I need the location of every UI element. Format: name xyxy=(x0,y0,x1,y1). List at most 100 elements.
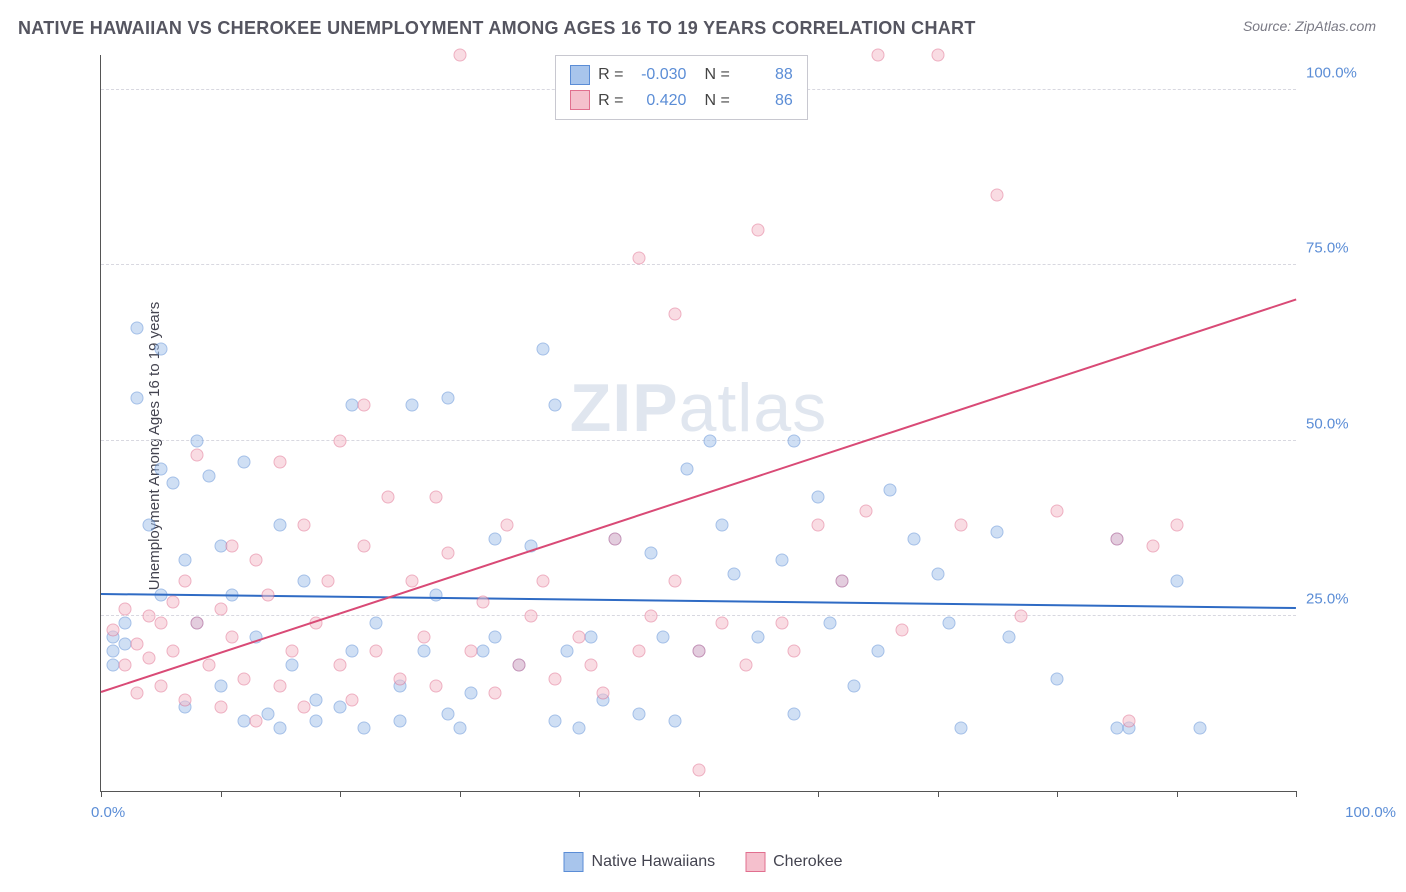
legend-row-hawaiians: R = -0.030 N = 88 xyxy=(570,62,793,88)
marker-cherokee xyxy=(644,609,657,622)
marker-cherokee xyxy=(513,658,526,671)
marker-hawaiians xyxy=(477,644,490,657)
x-tick-mark xyxy=(460,791,461,797)
marker-cherokee xyxy=(142,609,155,622)
marker-cherokee xyxy=(859,504,872,517)
marker-cherokee xyxy=(776,616,789,629)
marker-hawaiians xyxy=(668,714,681,727)
marker-hawaiians xyxy=(812,490,825,503)
marker-hawaiians xyxy=(991,525,1004,538)
series-legend: Native Hawaiians Cherokee xyxy=(564,852,843,872)
marker-hawaiians xyxy=(393,714,406,727)
marker-hawaiians xyxy=(823,616,836,629)
marker-hawaiians xyxy=(584,630,597,643)
marker-hawaiians xyxy=(214,679,227,692)
marker-cherokee xyxy=(692,644,705,657)
marker-cherokee xyxy=(477,595,490,608)
marker-cherokee xyxy=(429,490,442,503)
marker-cherokee xyxy=(154,616,167,629)
marker-hawaiians xyxy=(883,483,896,496)
gridline xyxy=(101,440,1296,441)
marker-hawaiians xyxy=(298,574,311,587)
marker-hawaiians xyxy=(429,588,442,601)
marker-cherokee xyxy=(871,49,884,62)
marker-hawaiians xyxy=(573,721,586,734)
y-tick-label: 100.0% xyxy=(1306,65,1381,82)
marker-hawaiians xyxy=(190,434,203,447)
legend-item-hawaiians: Native Hawaiians xyxy=(564,852,716,872)
marker-cherokee xyxy=(369,644,382,657)
marker-cherokee xyxy=(178,574,191,587)
marker-hawaiians xyxy=(644,546,657,559)
marker-hawaiians xyxy=(166,476,179,489)
marker-hawaiians xyxy=(178,553,191,566)
marker-cherokee xyxy=(668,308,681,321)
marker-cherokee xyxy=(274,455,287,468)
marker-cherokee xyxy=(334,658,347,671)
marker-cherokee xyxy=(357,399,370,412)
marker-hawaiians xyxy=(788,434,801,447)
marker-hawaiians xyxy=(106,644,119,657)
marker-hawaiians xyxy=(357,721,370,734)
marker-hawaiians xyxy=(202,469,215,482)
x-tick-mark xyxy=(221,791,222,797)
marker-hawaiians xyxy=(1051,672,1064,685)
marker-cherokee xyxy=(549,672,562,685)
marker-cherokee xyxy=(453,49,466,62)
marker-cherokee xyxy=(632,252,645,265)
marker-cherokee xyxy=(393,672,406,685)
marker-cherokee xyxy=(226,539,239,552)
marker-cherokee xyxy=(214,700,227,713)
marker-hawaiians xyxy=(130,392,143,405)
marker-hawaiians xyxy=(453,721,466,734)
marker-hawaiians xyxy=(154,462,167,475)
marker-cherokee xyxy=(489,686,502,699)
marker-cherokee xyxy=(166,644,179,657)
marker-cherokee xyxy=(788,644,801,657)
marker-cherokee xyxy=(1170,518,1183,531)
marker-hawaiians xyxy=(142,518,155,531)
marker-cherokee xyxy=(537,574,550,587)
marker-hawaiians xyxy=(274,721,287,734)
marker-cherokee xyxy=(1146,539,1159,552)
marker-cherokee xyxy=(417,630,430,643)
x-tick-label-max: 100.0% xyxy=(1345,804,1396,821)
marker-cherokee xyxy=(190,616,203,629)
chart-area: ZIPatlas R = -0.030 N = 88 R = 0.420 N =… xyxy=(50,55,1296,822)
marker-hawaiians xyxy=(955,721,968,734)
marker-cherokee xyxy=(895,623,908,636)
marker-cherokee xyxy=(441,546,454,559)
marker-cherokee xyxy=(334,434,347,447)
marker-cherokee xyxy=(812,518,825,531)
swatch-hawaiians xyxy=(570,65,590,85)
marker-cherokee xyxy=(154,679,167,692)
marker-cherokee xyxy=(118,602,131,615)
marker-hawaiians xyxy=(1003,630,1016,643)
x-tick-mark xyxy=(1177,791,1178,797)
marker-hawaiians xyxy=(286,658,299,671)
x-tick-mark xyxy=(1057,791,1058,797)
marker-cherokee xyxy=(106,623,119,636)
plot-surface: ZIPatlas R = -0.030 N = 88 R = 0.420 N =… xyxy=(100,55,1296,792)
marker-cherokee xyxy=(238,672,251,685)
x-tick-label-min: 0.0% xyxy=(91,804,125,821)
marker-cherokee xyxy=(322,574,335,587)
marker-hawaiians xyxy=(489,532,502,545)
marker-cherokee xyxy=(345,693,358,706)
marker-cherokee xyxy=(274,679,287,692)
marker-cherokee xyxy=(381,490,394,503)
marker-hawaiians xyxy=(776,553,789,566)
marker-hawaiians xyxy=(154,343,167,356)
marker-hawaiians xyxy=(549,714,562,727)
marker-cherokee xyxy=(716,616,729,629)
marker-cherokee xyxy=(955,518,968,531)
marker-hawaiians xyxy=(931,567,944,580)
marker-cherokee xyxy=(190,448,203,461)
x-tick-mark xyxy=(699,791,700,797)
marker-cherokee xyxy=(429,679,442,692)
marker-hawaiians xyxy=(847,679,860,692)
marker-cherokee xyxy=(1015,609,1028,622)
trendline-hawaiians xyxy=(101,593,1296,609)
marker-hawaiians xyxy=(238,455,251,468)
marker-hawaiians xyxy=(417,644,430,657)
